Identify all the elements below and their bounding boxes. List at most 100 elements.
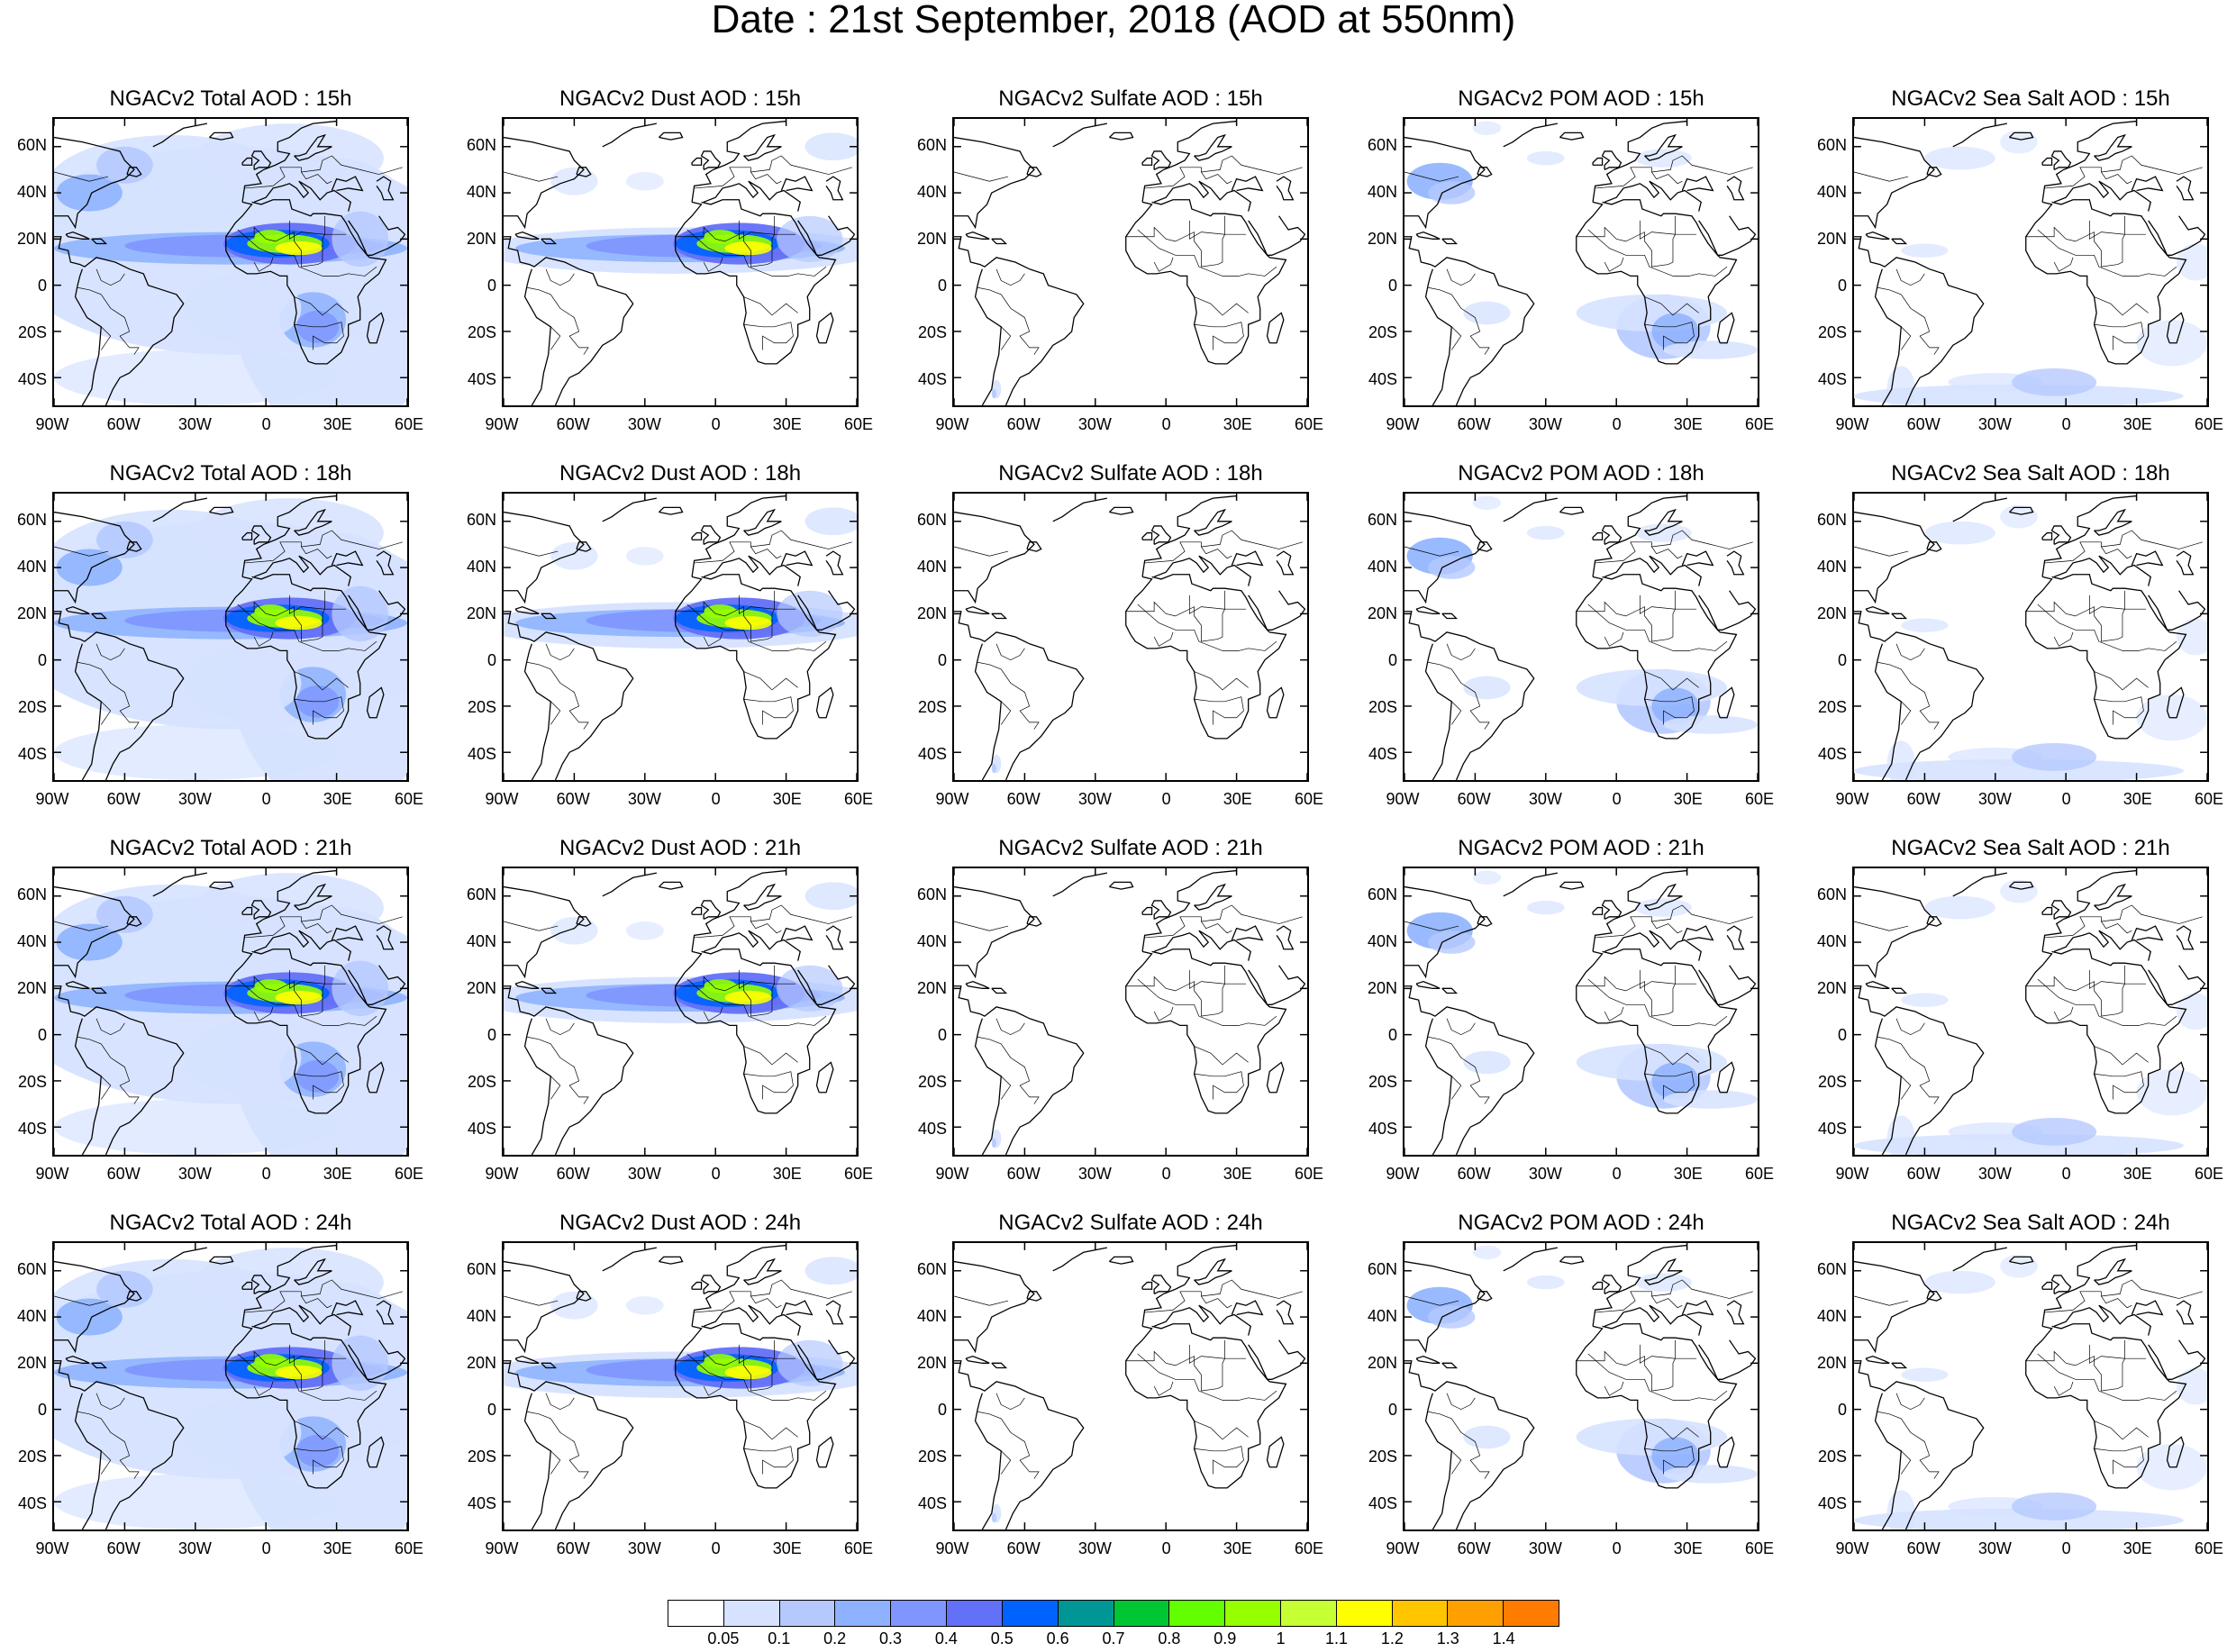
longitude-label: 0: [711, 415, 721, 433]
map-canvas: [1854, 868, 2207, 1155]
country-border: [977, 1036, 1040, 1104]
aod-shade: [254, 1354, 287, 1368]
country-border: [244, 904, 403, 939]
aod-shade: [195, 123, 384, 194]
longitude-label: 60E: [394, 1539, 424, 1557]
map-canvas: [954, 868, 1307, 1155]
coastline: [2176, 176, 2195, 201]
aod-shade: [804, 882, 857, 911]
country-border: [703, 257, 723, 272]
country-border: [743, 1071, 794, 1100]
longitude-label: 90W: [1386, 1165, 1420, 1183]
aod-shade: [550, 167, 598, 195]
aod-map: [502, 1241, 859, 1531]
latitude-label: 20N: [1367, 1354, 1397, 1373]
country-border: [675, 1350, 796, 1392]
panel-title: NGACv2 Sea Salt AOD : 15h: [1891, 86, 2170, 111]
country-border: [244, 530, 403, 564]
latitude-label: 0: [486, 1025, 496, 1044]
aod-shade: [1901, 243, 1949, 258]
longitude-label: 30E: [772, 415, 802, 433]
coastline: [504, 885, 585, 979]
latitude-label: 20S: [1817, 1072, 1847, 1091]
coastline: [1194, 1257, 1232, 1285]
country-border: [1900, 1076, 1912, 1100]
coastline: [1874, 1018, 1902, 1155]
latitude-label: 20N: [16, 230, 47, 249]
aod-map: [52, 867, 409, 1157]
map-canvas: [1854, 494, 2207, 780]
latitude-label: 40N: [1816, 183, 1847, 202]
panel-title: NGACv2 Sea Salt AOD : 18h: [1891, 461, 2170, 486]
coastline: [91, 613, 108, 620]
coastline: [954, 1260, 1035, 1354]
aod-shade: [2000, 879, 2038, 903]
country-border: [1194, 1446, 1244, 1475]
coastline: [2050, 150, 2072, 170]
latitude-label: 60N: [16, 136, 47, 155]
country-border: [2094, 1071, 2144, 1100]
country-border: [995, 1018, 1025, 1036]
coastline: [797, 590, 856, 631]
coastline: [1404, 136, 1486, 230]
coastline: [74, 1393, 102, 1529]
country-border: [1576, 226, 1697, 268]
longitude-label: 60W: [106, 1539, 141, 1557]
coastline: [54, 1360, 185, 1529]
coastline: [225, 949, 387, 1114]
coastline: [54, 236, 185, 405]
coastline: [225, 199, 387, 365]
coastline: [74, 268, 102, 405]
coastline: [1926, 916, 1942, 927]
coastline: [2131, 925, 2164, 941]
country-border: [1153, 1381, 1174, 1396]
country-border: [743, 671, 798, 691]
coastline: [366, 1061, 385, 1094]
latitude-label: 40N: [16, 183, 47, 202]
latitude-label: 0: [1837, 1400, 1847, 1419]
country-border: [527, 286, 589, 355]
coastline: [974, 268, 1002, 405]
coastline: [348, 215, 406, 256]
longitude-label: 30W: [1528, 1539, 1562, 1557]
coastline: [1716, 1061, 1735, 1094]
coastline: [1503, 1247, 1558, 1272]
coastline: [91, 1362, 108, 1369]
coastline: [703, 930, 801, 961]
country-border: [77, 286, 140, 355]
coastline: [2041, 1244, 2137, 1327]
latitude-label: 20S: [1368, 322, 1397, 341]
coastline: [2148, 965, 2206, 1005]
coastline: [1404, 236, 1535, 405]
panel-title: NGACv2 POM AOD : 21h: [1458, 836, 1704, 860]
coastline: [1854, 985, 1985, 1155]
coastline: [1604, 930, 1702, 961]
coastline: [1477, 916, 1493, 927]
country-border: [253, 257, 274, 272]
latitude-label: 20S: [17, 697, 47, 716]
coastline: [602, 1247, 657, 1272]
aod-map: [502, 867, 859, 1157]
aod-shade: [991, 764, 997, 774]
latitude-label: 20N: [466, 604, 496, 623]
aod-shade: [1854, 384, 2184, 405]
longitude-label: 0: [1161, 1165, 1171, 1183]
country-border: [1651, 171, 1683, 185]
map-canvas: [54, 494, 407, 780]
aod-shade: [1886, 740, 1915, 780]
coastline: [1592, 869, 1687, 952]
aod-shade: [2000, 130, 2038, 154]
latitude-label: 60N: [1367, 136, 1397, 155]
panel-title: NGACv2 Dust AOD : 18h: [559, 461, 802, 486]
coastline: [253, 180, 351, 212]
coastline: [250, 150, 272, 170]
latitude-label: 40S: [17, 744, 47, 763]
longitude-label: 60W: [556, 790, 590, 808]
latitude-label: 20S: [917, 697, 947, 716]
coastline: [376, 925, 395, 950]
country-border: [294, 1446, 344, 1475]
coastline: [780, 550, 814, 567]
coastline: [1052, 872, 1107, 897]
coastline: [504, 1360, 634, 1529]
country-border: [77, 1036, 140, 1104]
